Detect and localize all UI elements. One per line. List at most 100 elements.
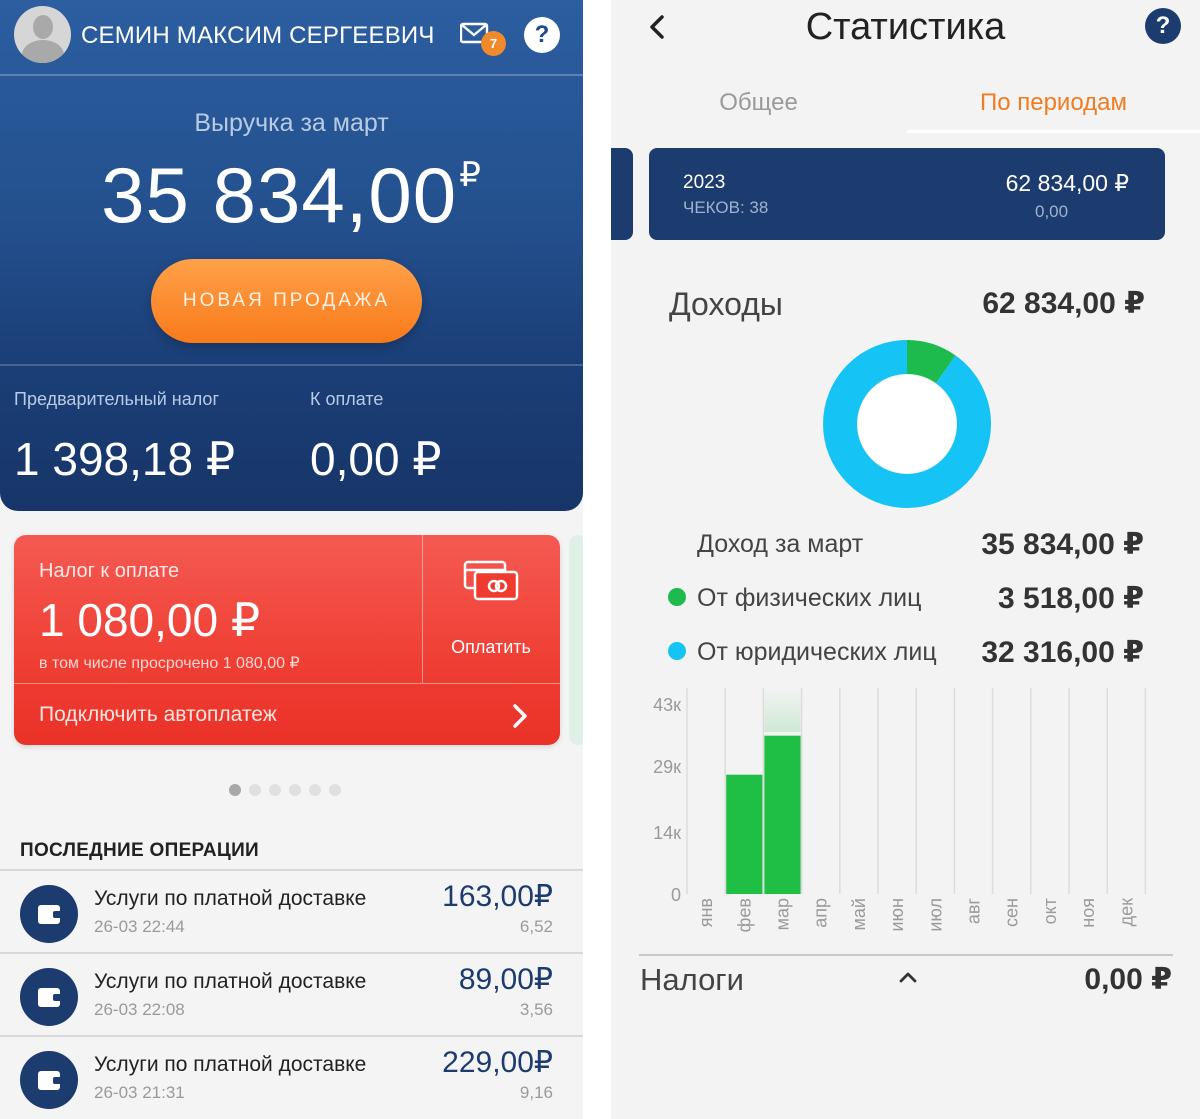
year-label: 2023	[683, 172, 726, 193]
wallet-icon	[20, 968, 78, 1026]
divider	[0, 364, 583, 366]
divider	[422, 535, 423, 683]
to-pay-label: К оплате	[310, 389, 384, 409]
statistics-screen: Статистика ? Общее По периодам 2023 ЧЕКО…	[611, 0, 1200, 1119]
wallet-icon	[20, 885, 78, 943]
legal-label: От юридических лиц	[697, 638, 937, 666]
taxes-value: 0,00 ₽	[1084, 963, 1172, 996]
operation-row[interactable]: Услуги по платной доставке 26-03 22:44 1…	[0, 869, 583, 951]
y-tick-label: 14к	[653, 823, 681, 843]
recent-ops-title: ПОСЛЕДНИЕ ОПЕРАЦИИ	[20, 840, 259, 861]
operation-date: 26-03 21:31	[94, 1083, 185, 1102]
carousel-dot[interactable]	[329, 784, 341, 796]
prelim-tax-value: 1 398,18 ₽	[14, 433, 236, 485]
operation-tax: 9,16	[519, 1083, 553, 1102]
selected-column-highlight	[764, 688, 801, 732]
y-tick-label: 43к	[653, 695, 681, 715]
operation-tax: 6,52	[519, 917, 553, 936]
divider	[14, 683, 560, 684]
tax-due-label: Налог к оплате	[39, 560, 180, 582]
monthly-bar-chart[interactable]: 0 14к 29к 43к янв фев мар апр май июн июл авг сен окт…	[611, 680, 1200, 940]
wallet-icon	[20, 1051, 78, 1109]
operation-date: 26-03 22:44	[94, 917, 185, 936]
checks-count: ЧЕКОВ: 38	[683, 198, 769, 217]
operation-amount: 89,00₽	[458, 963, 553, 996]
month-income-label: Доход за март	[697, 530, 864, 558]
x-tick-label: дек	[1116, 898, 1136, 927]
x-tick-label: июн	[887, 898, 907, 932]
autopay-link[interactable]: Подключить автоплатеж	[39, 703, 277, 726]
x-tick-label: ноя	[1078, 898, 1098, 928]
x-tick-label: окт	[1040, 898, 1060, 924]
credit-card-icon[interactable]	[463, 559, 519, 601]
operation-title: Услуги по платной доставке	[94, 887, 367, 910]
income-total: 62 834,00 ₽	[982, 287, 1145, 320]
operation-row[interactable]: Услуги по платной доставке 26-03 21:31 2…	[0, 1035, 583, 1117]
month-income-value: 35 834,00 ₽	[981, 528, 1144, 561]
tab-periods[interactable]: По периодам	[979, 89, 1128, 116]
tab-general[interactable]: Общее	[719, 89, 798, 116]
year-amount: 62 834,00 ₽	[1005, 170, 1129, 196]
operation-date: 26-03 22:08	[94, 1000, 185, 1019]
help-button[interactable]: ?	[1145, 8, 1181, 44]
x-tick-label: авг	[964, 898, 984, 925]
taxes-label: Налоги	[640, 962, 744, 997]
divider	[639, 954, 1173, 956]
donut-hole	[858, 375, 956, 473]
revenue-value: 35 834,00	[101, 151, 458, 239]
operation-amount: 163,00₽	[442, 880, 553, 913]
new-sale-button[interactable]: НОВАЯ ПРОДАЖА	[151, 259, 422, 343]
currency-sign: ₽	[459, 156, 482, 194]
x-tick-label: сен	[1002, 898, 1022, 927]
to-pay-value: 0,00 ₽	[310, 433, 442, 485]
tab-underline	[907, 130, 1200, 133]
chevron-up-icon[interactable]	[898, 970, 918, 984]
carousel-dot[interactable]	[289, 784, 301, 796]
bar-фев[interactable]	[726, 774, 763, 894]
overdue-note: в том числе просрочено 1 080,00 ₽	[39, 655, 300, 672]
revenue-hero: СЕМИН МАКСИМ СЕРГЕЕВИЧ 7 ? Выручка за ма…	[0, 0, 583, 511]
year-sub-amount: 0,00	[1035, 202, 1069, 221]
tax-due-card[interactable]: Налог к оплате 1 080,00 ₽ в том числе пр…	[14, 535, 560, 745]
revenue-label: Выручка за март	[194, 109, 389, 137]
avatar[interactable]	[14, 6, 71, 63]
donut-slice-legal	[823, 340, 991, 508]
tax-due-amount: 1 080,00 ₽	[39, 594, 261, 646]
revenue-amount: 35 834,00₽	[0, 150, 583, 241]
operation-title: Услуги по платной доставке	[94, 970, 367, 993]
legend-dot-legal	[668, 642, 686, 660]
user-name: СЕМИН МАКСИМ СЕРГЕЕВИЧ	[81, 22, 435, 49]
help-button[interactable]: ?	[524, 17, 560, 53]
bar-мар[interactable]	[764, 735, 801, 894]
carousel-dot[interactable]	[269, 784, 281, 796]
next-card-peek[interactable]	[569, 535, 583, 745]
divider	[0, 74, 583, 76]
income-label: Доходы	[669, 286, 783, 322]
y-tick-label: 29к	[653, 757, 681, 777]
y-tick-label: 0	[671, 885, 681, 905]
mail-badge: 7	[481, 31, 506, 56]
x-tick-label: янв	[696, 898, 716, 927]
x-tick-label: фев	[734, 898, 754, 932]
x-tick-label: июл	[925, 898, 945, 932]
operation-amount: 229,00₽	[442, 1046, 553, 1079]
main-screen: СЕМИН МАКСИМ СЕРГЕЕВИЧ 7 ? Выручка за ма…	[0, 0, 583, 1119]
back-icon[interactable]	[647, 12, 667, 42]
prelim-tax-label: Предварительный налог	[14, 389, 220, 409]
carousel-dot[interactable]	[249, 784, 261, 796]
carousel-dot[interactable]	[309, 784, 321, 796]
x-tick-label: апр	[811, 898, 831, 928]
x-tick-label: мар	[773, 898, 793, 930]
page-title: Статистика	[805, 6, 1006, 48]
prev-period-card[interactable]	[611, 148, 633, 240]
individuals-value: 3 518,00 ₽	[998, 582, 1144, 615]
chevron-right-icon[interactable]	[510, 701, 530, 731]
year-card[interactable]: 2023 ЧЕКОВ: 38 62 834,00 ₽ 0,00	[649, 148, 1165, 240]
x-tick-label: май	[849, 898, 869, 930]
operation-title: Услуги по платной доставке	[94, 1053, 367, 1076]
pay-button[interactable]: Оплатить	[451, 637, 531, 657]
legal-value: 32 316,00 ₽	[981, 636, 1144, 669]
operation-row[interactable]: Услуги по платной доставке 26-03 22:08 8…	[0, 952, 583, 1034]
carousel-dot[interactable]	[229, 784, 241, 796]
individuals-label: От физических лиц	[697, 584, 922, 612]
